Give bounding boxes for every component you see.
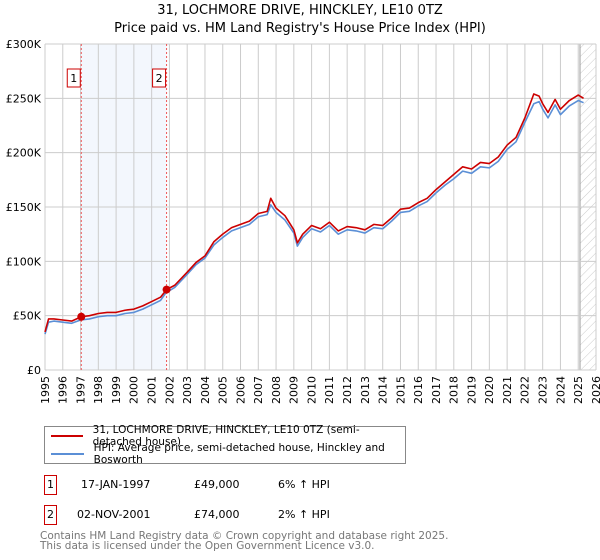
footer-line: This data is licensed under the Open Gov… [40,540,375,552]
x-tick-label: 2025 [572,376,585,404]
y-tick-label: £250K [6,92,42,105]
x-tick-label: 2013 [359,376,372,404]
legend-swatch-red [51,435,83,437]
legend-item-hpi: HPI: Average price, semi-detached house,… [51,442,405,466]
x-tick-label: 2010 [305,376,318,404]
plot-area: 1995 1996 1997 1998 1999 2000 2001 2002 2003 2004… [6,38,600,404]
x-tick-label: 2002 [163,376,176,404]
x-tick-label: 2006 [234,376,247,404]
legend-swatch-blue [51,453,84,455]
x-tick-label: 2008 [270,376,283,404]
sale-hpi-diff: 6% ↑ HPI [278,478,330,491]
y-tick-label: £0 [27,364,41,377]
legend-label: 31, LOCHMORE DRIVE, HINCKLEY, LE10 0TZ (… [92,424,360,448]
x-tick-label: 2024 [554,376,567,404]
sale-row-2: 2 02-NOV-2001 £74,000 2% ↑ HPI [44,505,444,525]
y-tick-label: £50K [13,310,42,323]
footer: Contains HM Land Registry data © Crown c… [40,530,449,552]
x-tick-label: 2016 [412,376,425,404]
x-tick-label: 2018 [448,376,461,404]
sale-price: £49,000 [194,478,240,491]
y-tick-label: £100K [6,255,42,268]
x-tick-label: 2004 [199,376,212,404]
footer-line: Contains HM Land Registry data © Crown c… [40,530,449,542]
legend: 31, LOCHMORE DRIVE, HINCKLEY, LE10 0TZ (… [44,424,406,466]
legend-label: HPI: Average price, semi-detached house,… [93,442,385,466]
legend-item-property: 31, LOCHMORE DRIVE, HINCKLEY, LE10 0TZ (… [51,424,405,448]
x-tick-label: 2005 [217,376,230,404]
x-tick-label: 2019 [465,376,478,404]
x-tick-label: 2015 [394,376,407,404]
x-tick-label: 1997 [74,376,87,404]
x-tick-label: 1996 [57,376,70,404]
x-tick-label: 2012 [341,376,354,404]
sale-label: 2 [156,72,163,85]
y-tick-label: £300K [6,38,42,51]
x-tick-label: 2026 [590,376,600,404]
sale-label-box [66,68,81,88]
x-tick-label: 1998 [92,376,105,404]
sale-point [162,285,171,294]
sale-marker-box: 2 [44,505,57,525]
x-tick-label: 2009 [288,376,301,404]
x-tick-label: 1995 [39,376,52,404]
sale-hpi-diff: 2% ↑ HPI [278,508,330,521]
sale-date: 02-NOV-2001 [77,508,151,521]
y-tick-label: £150K [6,201,42,214]
x-tick-label: 2003 [181,376,194,404]
x-tick-label: 2007 [252,376,265,404]
sale-row-1: 1 17-JAN-1997 £49,000 6% ↑ HPI [44,475,444,495]
x-tick-label: 2017 [430,376,443,404]
sale-label-box [152,68,167,88]
price-paid-line [44,93,584,333]
x-tick-label: 2022 [519,376,532,404]
x-tick-label: 2001 [145,376,158,404]
x-tick-label: 2011 [323,376,336,404]
x-tick-label: 2021 [501,376,514,404]
chart-title: 31, LOCHMORE DRIVE, HINCKLEY, LE10 0TZ [157,3,443,18]
x-tick-label: 2000 [128,376,141,404]
x-tick-label: 2020 [483,376,496,404]
hpi-line [44,99,584,335]
x-tick-label: 2023 [537,376,550,404]
chart-subtitle: Price paid vs. HM Land Registry's House … [114,21,486,36]
sale-label: 1 [70,72,77,85]
y-tick-label: £200K [6,147,42,160]
sale-date: 17-JAN-1997 [81,478,151,491]
x-tick-label: 1999 [110,376,123,404]
sale-marker-box: 1 [44,475,57,495]
sale-price: £74,000 [194,508,240,521]
sale-point [77,312,86,321]
x-tick-label: 2014 [377,376,390,404]
